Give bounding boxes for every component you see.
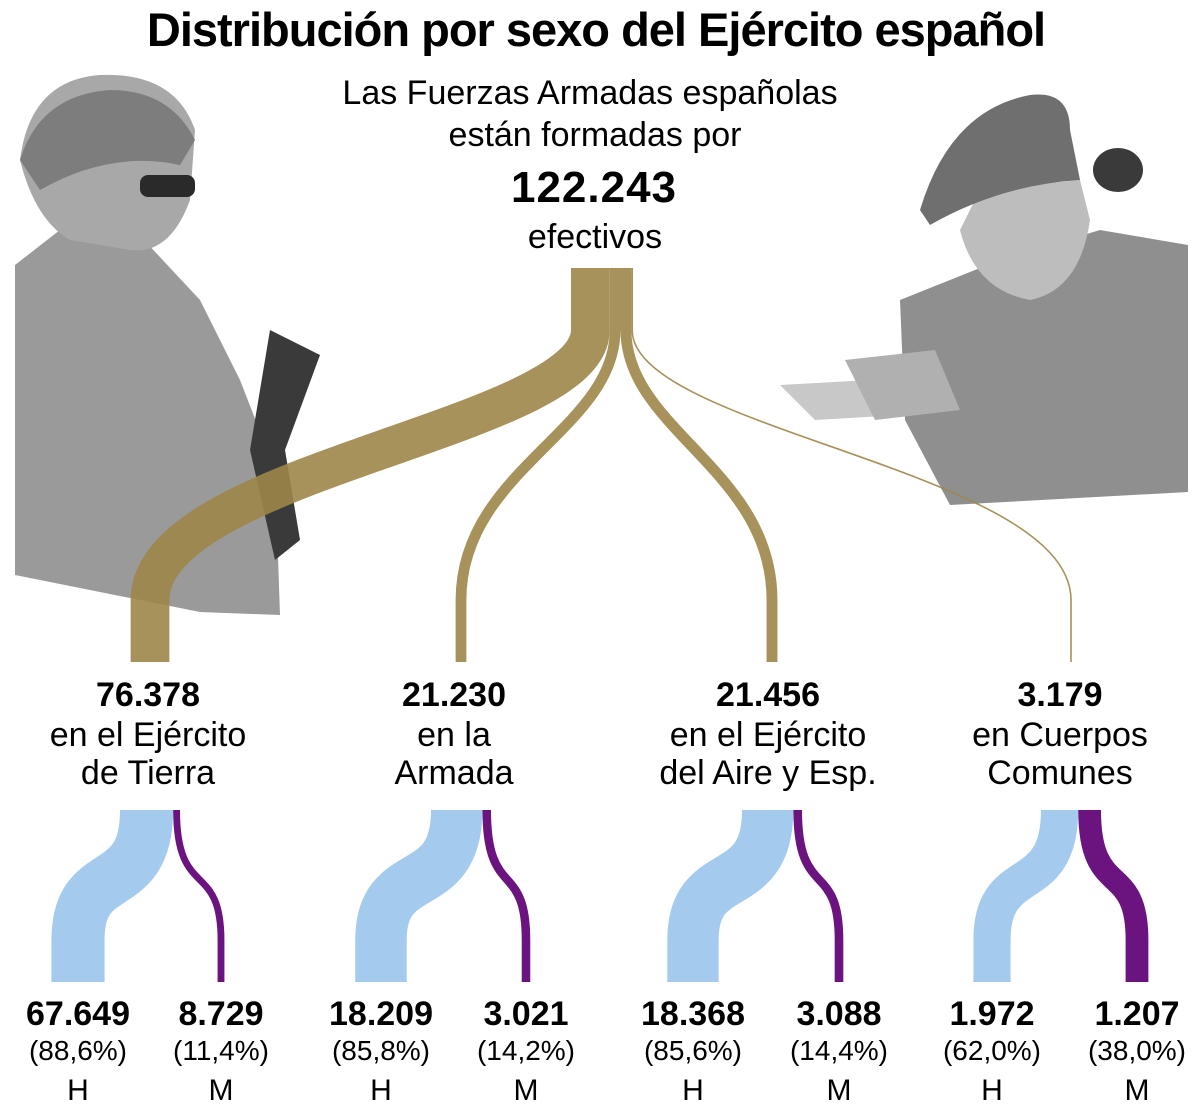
- flow-band-1: [130, 268, 610, 662]
- men-flow-4: [973, 809, 1079, 982]
- flow-band-4: [631, 268, 1072, 662]
- branch-label-1-line-1: en el Ejército: [50, 716, 247, 754]
- branch-label-2-line-2: Armada: [394, 754, 513, 792]
- men-abbr-2: H: [370, 1074, 392, 1107]
- men-value-3: 18.368: [641, 995, 745, 1033]
- branch-value-1: 76.378: [96, 676, 200, 714]
- branch-value-2: 21.230: [402, 676, 506, 714]
- men-value-1: 67.649: [26, 995, 130, 1033]
- women-pct-4: (38,0%): [1088, 1035, 1186, 1066]
- women-flow-3: [793, 809, 844, 982]
- branch-value-4: 3.179: [1017, 676, 1102, 714]
- flow-band-2: [455, 268, 621, 662]
- men-flow-2: [355, 808, 483, 982]
- female-soldier-photo: [780, 94, 1188, 505]
- women-value-1: 8.729: [178, 995, 263, 1033]
- women-flow-1: [173, 809, 225, 982]
- women-flow-4: [1078, 809, 1149, 982]
- branch-label-3-line-2: del Aire y Esp.: [659, 754, 876, 792]
- women-value-4: 1.207: [1094, 995, 1179, 1033]
- women-pct-1: (11,4%): [173, 1035, 269, 1066]
- intro-line-2: están formadas por: [449, 116, 742, 154]
- women-pct-3: (14,4%): [790, 1035, 888, 1066]
- chart-title: Distribución por sexo del Ejército españ…: [147, 3, 1045, 56]
- intro-line-3: efectivos: [528, 218, 662, 256]
- men-pct-1: (88,6%): [29, 1035, 127, 1066]
- men-flow-1: [51, 808, 174, 982]
- men-abbr-3: H: [682, 1074, 704, 1107]
- men-pct-3: (85,6%): [644, 1035, 742, 1066]
- women-abbr-1: M: [209, 1074, 234, 1107]
- branch-label-4-line-1: en Cuerpos: [972, 716, 1148, 754]
- men-abbr-1: H: [67, 1074, 89, 1107]
- men-pct-4: (62,0%): [943, 1035, 1041, 1066]
- women-abbr-3: M: [827, 1074, 852, 1107]
- branch-label-1-line-2: de Tierra: [81, 754, 215, 792]
- men-value-4: 1.972: [949, 995, 1034, 1033]
- total-value: 122.243: [511, 163, 677, 212]
- men-value-2: 18.209: [329, 995, 433, 1033]
- women-value-2: 3.021: [483, 995, 568, 1033]
- women-abbr-2: M: [514, 1074, 539, 1107]
- women-pct-2: (14,2%): [477, 1035, 575, 1066]
- branch-label-3-line-1: en el Ejército: [670, 716, 867, 754]
- branch-label-2-line-1: en la: [417, 716, 491, 754]
- men-abbr-4: H: [981, 1074, 1003, 1107]
- branch-label-4-line-2: Comunes: [987, 754, 1133, 792]
- men-flow-3: [667, 808, 794, 982]
- intro-line-1: Las Fuerzas Armadas españolas: [342, 74, 837, 112]
- women-flow-2: [482, 809, 531, 982]
- branch-value-3: 21.456: [716, 676, 820, 714]
- flow-band-3: [620, 268, 778, 662]
- women-value-3: 3.088: [796, 995, 881, 1033]
- women-abbr-4: M: [1125, 1074, 1150, 1107]
- men-pct-2: (85,8%): [332, 1035, 430, 1066]
